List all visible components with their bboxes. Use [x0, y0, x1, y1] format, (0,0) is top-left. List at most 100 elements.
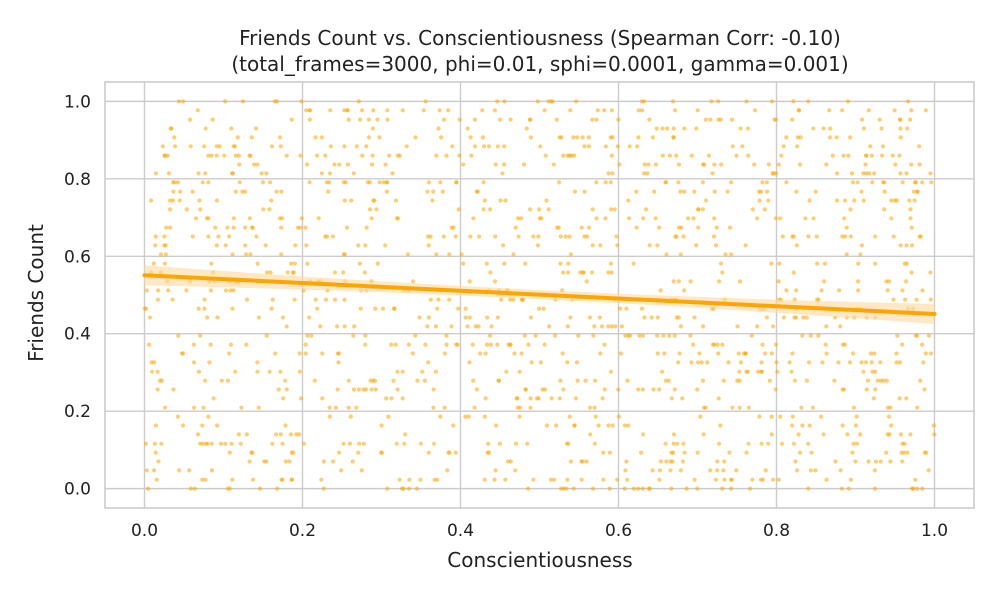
scatter-point — [283, 459, 288, 464]
scatter-point — [689, 153, 694, 158]
scatter-point — [771, 324, 776, 329]
scatter-point — [466, 414, 471, 419]
scatter-point — [584, 279, 589, 284]
scatter-point — [230, 306, 235, 311]
scatter-point — [544, 423, 550, 428]
scatter-point — [559, 135, 564, 140]
scatter-point — [444, 342, 449, 347]
scatter-point — [552, 477, 557, 482]
scatter-point — [696, 207, 701, 212]
scatter-point — [449, 225, 454, 230]
scatter-point — [631, 261, 636, 266]
scatter-point — [148, 198, 154, 203]
scatter-point — [698, 414, 703, 419]
scatter-point — [603, 144, 608, 149]
scatter-point — [156, 459, 161, 464]
scatter-point — [859, 360, 864, 365]
scatter-point — [321, 459, 326, 464]
scatter-point — [214, 144, 219, 149]
scatter-point — [400, 108, 405, 113]
scatter-point — [256, 405, 261, 410]
scatter-point — [760, 342, 765, 347]
scatter-point — [287, 459, 292, 464]
scatter-point — [431, 441, 437, 446]
scatter-point — [789, 369, 794, 374]
scatter-point — [359, 108, 365, 113]
scatter-point — [459, 252, 464, 257]
scatter-point — [503, 477, 508, 482]
scatter-point — [538, 360, 544, 365]
y-tick-label: 1.0 — [64, 92, 91, 112]
scatter-point — [567, 234, 572, 239]
scatter-point — [657, 477, 662, 482]
scatter-point — [297, 351, 302, 356]
scatter-point — [894, 360, 899, 365]
scatter-point — [763, 468, 768, 473]
scatter-point — [370, 153, 375, 158]
scatter-point — [750, 207, 755, 212]
scatter-point — [682, 288, 687, 293]
scatter-point — [781, 144, 786, 149]
scatter-point — [822, 261, 828, 266]
scatter-point — [395, 387, 400, 392]
scatter-point — [425, 189, 430, 194]
scatter-point — [807, 360, 812, 365]
scatter-point — [255, 360, 260, 365]
scatter-point — [478, 351, 483, 356]
scatter-point — [370, 126, 375, 131]
scatter-point — [145, 486, 151, 491]
scatter-point — [152, 468, 157, 473]
scatter-point — [680, 396, 685, 401]
scatter-point — [688, 333, 693, 338]
scatter-point — [225, 486, 230, 491]
scatter-point — [597, 315, 602, 320]
scatter-point — [248, 252, 253, 257]
scatter-point — [726, 360, 731, 365]
scatter-point — [498, 198, 503, 203]
scatter-point — [389, 396, 394, 401]
scatter-point — [231, 216, 236, 221]
scatter-point — [861, 198, 866, 203]
scatter-point — [218, 441, 224, 446]
scatter-point — [294, 432, 299, 437]
scatter-point — [401, 486, 406, 491]
scatter-point — [835, 171, 840, 176]
scatter-point — [904, 243, 909, 248]
scatter-point — [854, 414, 859, 419]
scatter-point — [188, 144, 193, 149]
scatter-point — [168, 126, 173, 131]
scatter-point — [356, 450, 361, 455]
scatter-point — [200, 477, 205, 482]
scatter-point — [571, 486, 576, 491]
scatter-point — [537, 207, 542, 212]
scatter-point — [200, 441, 205, 446]
scatter-point — [160, 144, 165, 149]
x-tick-label: 1.0 — [921, 521, 948, 541]
scatter-point — [868, 144, 873, 149]
scatter-point — [371, 198, 376, 203]
scatter-point — [584, 459, 589, 464]
scatter-point — [456, 306, 461, 311]
scatter-point — [453, 450, 458, 455]
scatter-point — [483, 396, 488, 401]
scatter-point — [746, 405, 752, 410]
scatter-point — [717, 441, 722, 446]
scatter-point — [849, 171, 855, 176]
scatter-point — [813, 189, 818, 194]
scatter-point — [923, 351, 928, 356]
scatter-point — [536, 234, 541, 239]
scatter-point — [921, 360, 926, 365]
scatter-point — [682, 189, 687, 194]
scatter-point — [626, 333, 631, 338]
scatter-point — [722, 459, 727, 464]
scatter-point — [866, 108, 871, 113]
scatter-point — [639, 99, 645, 104]
scatter-point — [676, 180, 681, 185]
scatter-point — [920, 342, 925, 347]
scatter-point — [171, 387, 176, 392]
scatter-point — [806, 234, 811, 239]
scatter-point — [926, 333, 932, 338]
scatter-point — [327, 171, 332, 176]
scatter-point — [791, 270, 796, 275]
scatter-point — [647, 486, 652, 491]
